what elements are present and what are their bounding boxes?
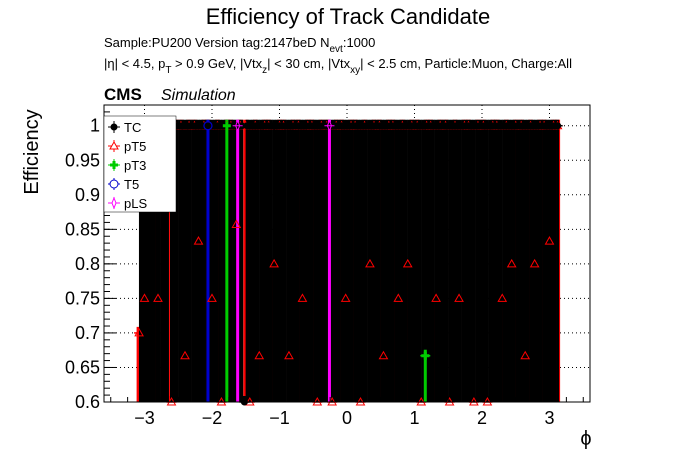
pT5-point-78 [497, 293, 508, 302]
pT5-point-17 [207, 293, 217, 302]
legend-label-pT3: pT3 [124, 158, 146, 173]
chart-title: Efficiency of Track Candidate [206, 4, 491, 29]
pT5-point-14 [193, 236, 204, 245]
x-axis-label: ϕ [580, 428, 591, 450]
legend-marker-pT3 [110, 161, 118, 169]
legend-label-TC: TC [124, 120, 141, 135]
subtitle1-tail: :1000 [343, 35, 376, 50]
legend: TC pT5 pT3 T5 pLS [103, 115, 177, 213]
pLS-point-1 [324, 119, 335, 133]
legend-label-pLS: pLS [124, 196, 147, 211]
chart-subtitle-line2: |η| < 4.5, pT > 0.9 GeV, |Vtxz| < 30 cm,… [104, 56, 572, 76]
pT5-point-11 [180, 350, 190, 360]
legend-marker-pLS [111, 196, 117, 210]
y-tick-label-0: 0.6 [75, 392, 100, 412]
subtitle2-sub1: T [165, 65, 171, 76]
pT3-point-0 [222, 121, 231, 130]
pT5-point-30 [269, 258, 279, 268]
x-tick-label-2: −1 [269, 408, 290, 428]
subtitle1-text: Sample:PU200 Version tag:2147beD N [104, 35, 329, 50]
legend-marker-TC [110, 123, 118, 131]
T5-point-0 [203, 121, 213, 131]
pT5-point-83 [520, 350, 531, 360]
pT5-point-69 [454, 293, 464, 302]
subtitle1-sub: evt [329, 44, 343, 55]
subtitle2-text: |η| < 4.5, p [104, 56, 165, 71]
pT5-point-0 [134, 327, 144, 337]
subtitle2-mid1: > 0.9 GeV, |Vtx [171, 56, 262, 71]
x-tick-label-0: −3 [134, 408, 155, 428]
y-tick-label-7: 0.95 [65, 150, 100, 170]
y-tick-label-5: 0.85 [65, 219, 100, 239]
legend-label-T5: T5 [124, 177, 139, 192]
simulation-label: Simulation [161, 87, 236, 104]
x-tick-label-3: 0 [342, 408, 352, 428]
pT5-point-53 [378, 350, 389, 360]
subtitle2-sub3: xy [350, 65, 360, 76]
pT5-point-5 [153, 293, 163, 302]
y-tick-label-6: 0.9 [75, 185, 100, 205]
y-axis-label: Efficiency [21, 109, 43, 194]
pLS-point-0 [232, 119, 243, 133]
pT5-point-50 [365, 258, 375, 268]
pT5-point-27 [254, 350, 265, 360]
subtitle2-sub2: z [262, 65, 267, 76]
pT5-point-22 [231, 219, 242, 228]
x-tick-label-6: 3 [544, 408, 554, 428]
y-tick-label-8: 1 [90, 116, 100, 136]
axes: −3 −2 −1 0 1 2 3 0.6 0.65 0.7 0.75 0.8 0.85 0.9 0.95 1 [65, 104, 591, 428]
data-marks [134, 119, 563, 406]
x-tick-label-5: 2 [477, 408, 487, 428]
x-tick-label-1: −2 [202, 408, 223, 428]
pT3-point-1 [421, 351, 430, 360]
subtitle2-tail: | < 2.5 cm, Particle:Muon, Charge:All [360, 56, 572, 71]
pT5-point-64 [431, 293, 441, 302]
x-tick-label-4: 1 [409, 408, 419, 428]
subtitle2-mid2: | < 30 cm, |Vtx [267, 56, 350, 71]
chart-subtitle-line1: Sample:PU200 Version tag:2147beD Nevt:10… [104, 35, 375, 55]
pT5-point-2 [139, 293, 150, 302]
pT5-point-56 [393, 293, 404, 302]
y-tick-label-1: 0.65 [65, 357, 100, 377]
pT5-point-36 [297, 293, 308, 302]
y-tick-label-4: 0.8 [75, 254, 100, 274]
pT5-point-33 [284, 350, 294, 360]
TC-point-155 [554, 122, 562, 130]
pT5-point-80 [506, 258, 517, 268]
pT5-point-58 [402, 258, 413, 268]
legend-marker-T5 [109, 179, 119, 189]
pT5-point-88 [544, 236, 555, 245]
pT5-point-85 [529, 258, 540, 268]
pT5-point-45 [340, 293, 351, 302]
legend-label-pT5: pT5 [124, 139, 146, 154]
y-tick-label-3: 0.75 [65, 288, 100, 308]
cms-label: CMS [104, 85, 142, 104]
y-tick-label-2: 0.7 [75, 323, 100, 343]
legend-marker-pT5 [109, 140, 119, 150]
